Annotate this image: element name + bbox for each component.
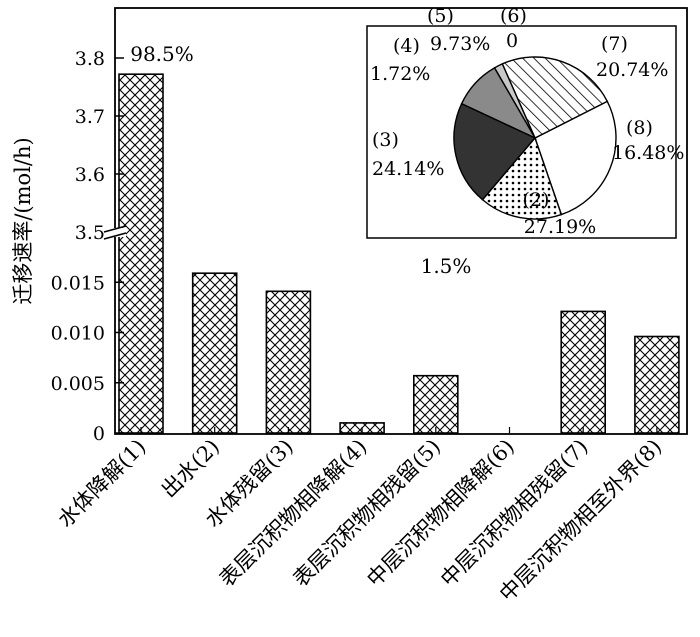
y-tick-label: 0.005 [51, 373, 105, 395]
y-tick-label: 3.8 [75, 48, 105, 70]
pie-slice-id-label: (5) [427, 5, 454, 27]
pie-slice-id-label: (4) [393, 35, 420, 57]
y-axis-label: 迁移速率/(mol/h) [11, 137, 35, 304]
x-category-label: 出水(2) [157, 435, 225, 503]
pie-labels: (2) 27.19% (3) 24.14% (4) 1.72% (5) 9.73% (6) 0 (7… [370, 5, 684, 238]
x-category-label: 表层沉积物相残留(5) [289, 435, 446, 592]
y-tick-label: 3.5 [75, 222, 105, 244]
x-category-label: 水体降解(1) [53, 435, 150, 532]
pie-slices [453, 56, 617, 220]
bar-2 [191, 272, 238, 434]
pie-slice-7 [453, 102, 537, 201]
pie-slice-percent-label: 9.73% [430, 33, 490, 55]
axis-break-marks [103, 225, 127, 240]
pie-slice-2 [534, 100, 617, 216]
bar-7 [560, 310, 607, 434]
pie-slice-3 [501, 56, 609, 139]
pie-slice-percent-label: 0 [506, 30, 518, 52]
x-axis-categories: 水体降解(1) 出水(2)水体残留(3)表层沉积物相降解(4)表层沉积物相残留(5… [53, 427, 666, 606]
pie-slice-id-label: (2) [523, 189, 550, 211]
y-axis-ticks: 0 0.005 0.010 0.015 3.5 3.6 3.7 3.8 [51, 48, 124, 445]
chart-annotation: 1.5% [421, 254, 472, 278]
pie-slice-id-label: (3) [372, 129, 399, 151]
pie-slice-percent-label: 24.14% [372, 158, 444, 180]
y-tick-label: 3.6 [75, 164, 105, 186]
y-tick-label: 0.015 [51, 272, 105, 294]
x-category-label: 中层沉积物相残留(7) [436, 435, 593, 592]
pie-slice-percent-label: 16.48% [612, 142, 684, 164]
y-tick-label: 0.010 [51, 323, 105, 345]
x-category-label: 中层沉积物相降解(6) [362, 435, 519, 592]
bar-5 [412, 374, 459, 434]
pie-slice-8 [481, 136, 563, 220]
pie-inset: (2) 27.19% (3) 24.14% (4) 1.72% (5) 9.73% (6) 0 (7… [366, 5, 684, 239]
y-tick-label: 3.7 [75, 106, 105, 128]
pie-slice-id-label: (7) [601, 33, 628, 55]
bar-3 [265, 290, 312, 434]
plot-frame [114, 7, 688, 435]
bar-group [118, 73, 680, 434]
pie-slice-percent-label: 27.19% [524, 216, 596, 238]
pie-slice-id-label: (8) [626, 117, 653, 139]
pie-slice-percent-label: 20.74% [596, 59, 668, 81]
bar-1 [118, 73, 164, 434]
bar-8 [634, 335, 680, 434]
x-category-label: 表层沉积物相降解(4) [215, 435, 372, 592]
pie-slice-percent-label: 1.72% [370, 63, 430, 85]
y-tick-label: 0 [93, 423, 105, 445]
bar-data-label: 98.5% [130, 42, 194, 66]
pie-slice-id-label: (6) [500, 5, 527, 27]
